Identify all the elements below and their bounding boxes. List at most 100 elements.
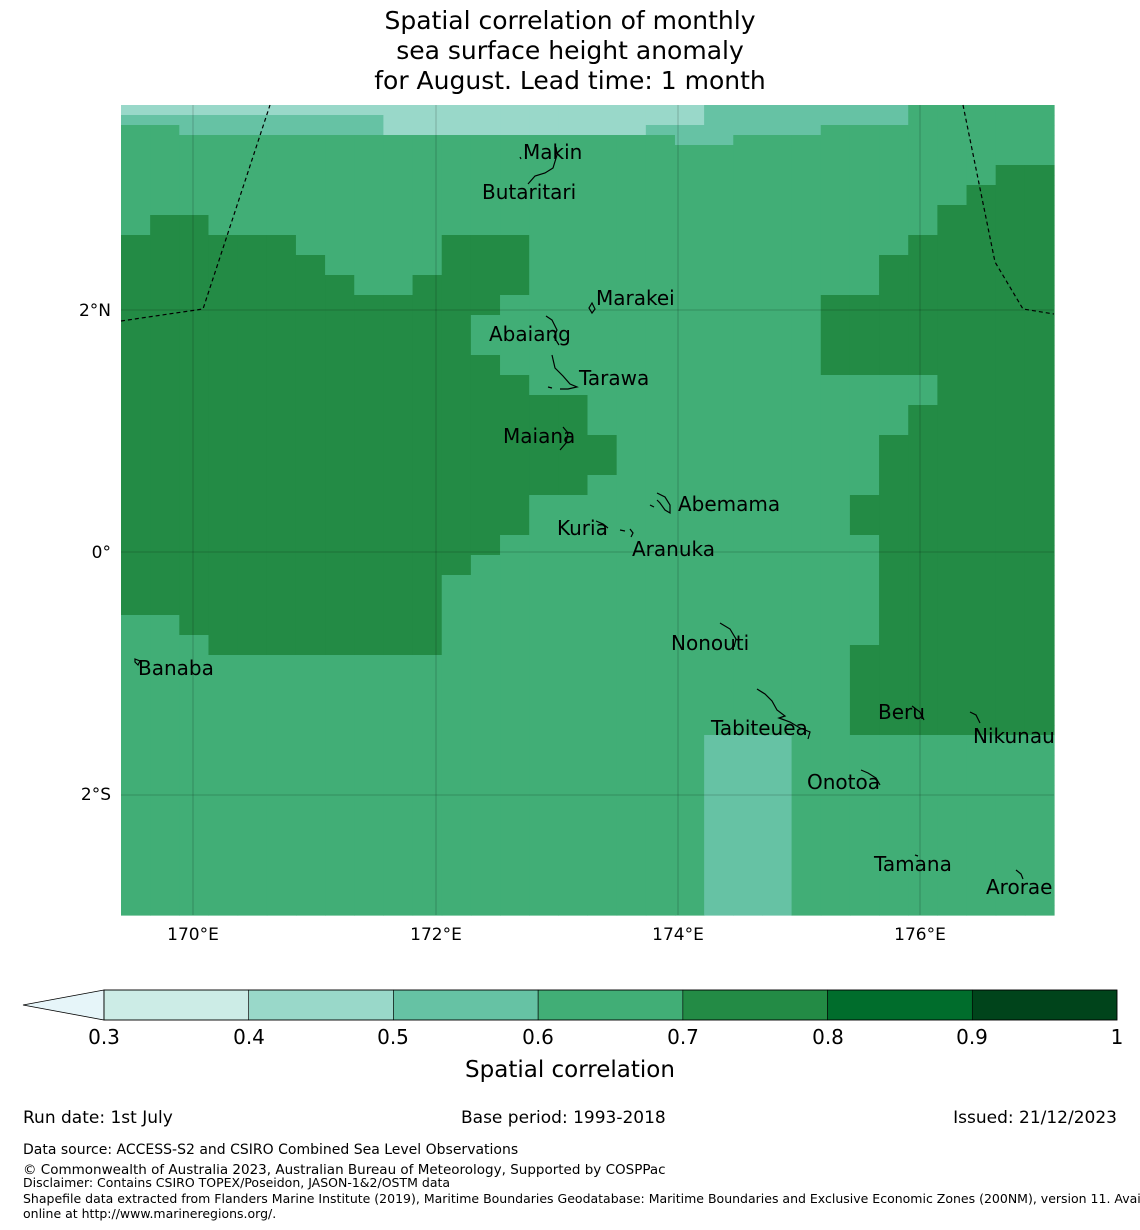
grid-cell	[908, 685, 938, 696]
grid-cell	[529, 905, 559, 916]
grid-cell	[179, 125, 210, 136]
grid-cell	[820, 445, 851, 456]
grid-cell	[704, 155, 734, 166]
grid-cell	[1024, 355, 1055, 366]
grid-cell	[674, 325, 705, 336]
grid-cell	[412, 265, 443, 276]
grid-cell	[412, 245, 443, 256]
grid-cell	[587, 125, 618, 136]
grid-cell	[849, 265, 880, 276]
grid-cell	[616, 445, 647, 456]
grid-cell	[558, 625, 589, 636]
grid-cell	[674, 555, 705, 566]
grid-cell	[995, 895, 1026, 906]
grid-cell	[645, 215, 676, 226]
grid-cell	[150, 355, 180, 366]
grid-cell	[791, 705, 822, 716]
grid-cell	[1024, 885, 1055, 896]
grid-cell	[470, 765, 501, 776]
grid-cell	[500, 385, 530, 396]
grid-cell	[587, 615, 618, 626]
grid-cell	[879, 825, 909, 836]
grid-cell	[762, 245, 793, 256]
grid-cell	[441, 825, 472, 836]
grid-cell	[529, 185, 559, 196]
grid-cell	[849, 855, 880, 866]
grid-cell	[762, 525, 793, 536]
grid-cell	[179, 595, 210, 606]
grid-cell	[966, 475, 997, 486]
grid-cell	[441, 315, 472, 326]
grid-cell	[470, 165, 501, 176]
grid-cell	[470, 635, 501, 646]
grid-cell	[820, 895, 851, 906]
grid-cell	[121, 375, 151, 386]
grid-cell	[587, 465, 618, 476]
grid-cell	[237, 405, 268, 416]
grid-cell	[412, 225, 443, 236]
grid-cell	[354, 215, 385, 226]
grid-cell	[791, 865, 822, 876]
grid-cell	[704, 775, 734, 786]
grid-cell	[587, 525, 618, 536]
grid-cell	[179, 155, 210, 166]
grid-cell	[150, 575, 180, 586]
grid-cell	[1024, 455, 1055, 466]
grid-cell	[266, 905, 297, 916]
grid-cell	[616, 475, 647, 486]
grid-cell	[500, 445, 530, 456]
grid-cell	[354, 605, 385, 616]
grid-cell	[441, 655, 472, 666]
grid-cell	[937, 575, 968, 586]
grid-cell	[791, 235, 822, 246]
grid-cell	[616, 835, 647, 846]
grid-cell	[587, 135, 618, 146]
colorbar-segment	[971, 989, 1118, 1021]
grid-cell	[208, 335, 239, 346]
grid-cell	[441, 495, 472, 506]
grid-cell	[179, 805, 210, 816]
grid-cell	[529, 215, 559, 226]
grid-cell	[208, 885, 239, 896]
grid-cell	[879, 465, 909, 476]
grid-cell	[558, 205, 589, 216]
grid-cell	[1024, 155, 1055, 166]
grid-cell	[558, 775, 589, 786]
grid-cell	[441, 645, 472, 656]
grid-cell	[325, 275, 355, 286]
grid-cell	[121, 875, 151, 886]
grid-cell	[354, 745, 385, 756]
grid-cell	[529, 845, 559, 856]
grid-cell	[208, 605, 239, 616]
grid-cell	[966, 795, 997, 806]
grid-cell	[849, 255, 880, 266]
grid-cell	[616, 605, 647, 616]
grid-cell	[645, 355, 676, 366]
grid-cell	[995, 645, 1026, 656]
grid-cell	[354, 255, 385, 266]
grid-cell	[500, 725, 530, 736]
grid-cell	[791, 215, 822, 226]
grid-cell	[879, 115, 909, 126]
grid-cell	[121, 835, 151, 846]
grid-cell	[733, 215, 764, 226]
grid-cell	[1024, 615, 1055, 626]
grid-cell	[995, 125, 1026, 136]
grid-cell	[325, 795, 355, 806]
grid-cell	[762, 445, 793, 456]
grid-cell	[908, 405, 938, 416]
grid-cell	[529, 795, 559, 806]
grid-cell	[412, 375, 443, 386]
grid-cell	[995, 565, 1026, 576]
grid-cell	[354, 555, 385, 566]
grid-cell	[412, 405, 443, 416]
grid-cell	[121, 245, 151, 256]
grid-cell	[879, 555, 909, 566]
grid-cell	[820, 345, 851, 356]
grid-cell	[616, 515, 647, 526]
grid-cell	[383, 545, 414, 556]
grid-cell	[645, 585, 676, 596]
grid-cell	[412, 135, 443, 146]
graticule	[121, 105, 1054, 915]
grid-cell	[354, 195, 385, 206]
